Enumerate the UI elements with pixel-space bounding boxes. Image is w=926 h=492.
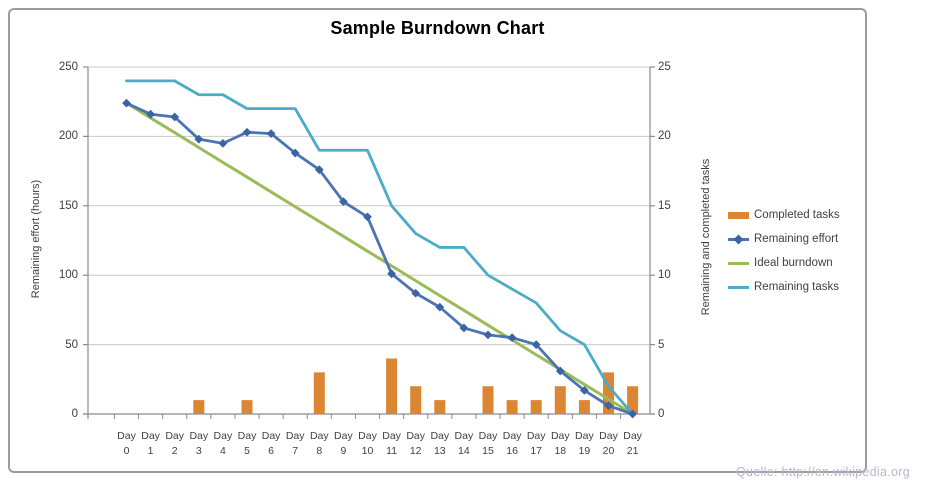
y-axis-left-title: Remaining effort (hours) <box>30 179 42 299</box>
x-axis-label: Day 17 <box>526 430 546 457</box>
y-axis-left-tick-label: 0 <box>71 408 78 420</box>
remaining-effort-marker <box>339 197 348 207</box>
remaining-effort-marker <box>290 148 300 158</box>
x-axis-label: Day 16 <box>502 430 522 457</box>
x-axis-label: Day 4 <box>213 430 233 457</box>
legend-swatch-remaining-effort <box>728 234 749 245</box>
x-axis-label: Day 20 <box>599 430 618 457</box>
legend-label: Remaining tasks <box>754 281 840 293</box>
x-axis-label: Day 2 <box>165 430 185 457</box>
remaining-effort-marker <box>580 386 589 395</box>
remaining-effort-marker <box>531 340 541 349</box>
completed-tasks-bar <box>434 400 446 414</box>
x-axis-label: Day 21 <box>623 430 642 457</box>
completed-tasks-bar <box>578 400 590 414</box>
x-axis-label: Day 6 <box>261 430 281 457</box>
completed-tasks-bar <box>627 386 639 414</box>
completed-tasks-bar <box>554 386 566 414</box>
remaining-effort-marker <box>604 401 613 411</box>
source-credit: Quelle: http://en.wikipedia.org <box>736 465 910 479</box>
remaining-effort-marker <box>555 366 565 376</box>
legend-label: Completed tasks <box>754 209 840 221</box>
completed-tasks-bar <box>410 386 422 414</box>
y-axis-left-tick-label: 50 <box>65 338 78 351</box>
legend-item-completed-tasks: Completed tasks <box>728 203 840 227</box>
y-axis-right-tick-label: 20 <box>658 130 671 143</box>
remaining-effort-marker <box>483 330 493 340</box>
remaining-effort-marker <box>507 333 517 343</box>
legend-swatch-completed-tasks <box>728 210 749 221</box>
completed-tasks-bar <box>482 386 494 414</box>
y-axis-left-tick-label: 200 <box>58 130 78 143</box>
x-axis-label: Day 11 <box>382 430 401 457</box>
y-axis-right-tick-label: 10 <box>658 269 671 282</box>
chart-title: Sample Burndown Chart <box>330 18 545 38</box>
completed-tasks-bar <box>530 400 542 414</box>
y-axis-right-tick-label: 0 <box>658 408 665 420</box>
x-axis-label: Day 3 <box>189 430 209 457</box>
y-axis-right-tick-label: 25 <box>658 61 671 73</box>
legend-swatch-ideal-burndown <box>728 258 749 269</box>
remaining-effort-marker <box>628 409 637 419</box>
completed-tasks-bar <box>386 358 398 414</box>
x-axis-label: Day 1 <box>141 430 160 457</box>
remaining-effort-marker <box>266 129 276 139</box>
x-axis-label: Day 8 <box>309 430 329 457</box>
completed-tasks-bar <box>506 400 518 414</box>
remaining-effort-marker <box>314 165 324 175</box>
chart-frame <box>8 8 867 473</box>
remaining-effort-marker <box>387 269 396 279</box>
y-axis-right-title: Remaining and completed tasks <box>700 158 712 316</box>
x-axis-label: Day 14 <box>454 430 474 457</box>
remaining-effort-marker <box>122 98 131 108</box>
x-axis-label: Day 12 <box>406 430 426 457</box>
remaining-effort-marker <box>242 127 252 137</box>
chart-legend: Completed tasks Remaining effort Ideal bur… <box>728 203 840 299</box>
remaining-effort-marker <box>459 323 469 333</box>
x-axis-label: Day 5 <box>237 430 257 457</box>
remaining-effort-marker <box>170 112 180 122</box>
x-axis-label: Day 0 <box>117 430 136 457</box>
y-axis-right-tick-label: 15 <box>658 199 671 212</box>
completed-tasks-bar <box>313 372 325 414</box>
x-axis-label: Day 10 <box>358 430 377 457</box>
x-axis-label: Day 7 <box>285 430 305 457</box>
remaining-effort-marker <box>146 109 155 119</box>
y-axis-left-tick-label: 250 <box>58 61 78 73</box>
remaining-effort-line <box>125 101 634 416</box>
x-axis-label: Day 9 <box>334 430 353 457</box>
legend-swatch-remaining-tasks <box>728 282 749 293</box>
remaining-tasks-line <box>125 79 634 416</box>
legend-item-remaining-tasks: Remaining tasks <box>728 275 840 299</box>
x-axis-label: Day 18 <box>550 430 570 457</box>
remaining-effort-marker <box>218 138 228 148</box>
remaining-effort-marker <box>194 134 204 144</box>
completed-tasks-bar <box>241 400 253 414</box>
y-axis-left-tick-label: 150 <box>58 199 78 212</box>
completed-tasks-bar <box>603 372 614 414</box>
x-axis-label: Day 19 <box>575 430 594 457</box>
legend-item-ideal-burndown: Ideal burndown <box>728 251 840 275</box>
remaining-effort-marker <box>435 302 445 312</box>
remaining-effort-marker <box>411 288 421 298</box>
ideal-burndown-line <box>125 101 635 416</box>
x-axis-label: Day 13 <box>430 430 450 457</box>
legend-item-remaining-effort: Remaining effort <box>728 227 840 251</box>
completed-tasks-bar <box>193 400 205 414</box>
y-axis-right-tick-label: 5 <box>658 338 665 351</box>
legend-label: Ideal burndown <box>754 257 833 269</box>
x-axis-label: Day 15 <box>478 430 498 457</box>
legend-label: Remaining effort <box>754 233 839 245</box>
y-axis-left-tick-label: 100 <box>58 269 78 282</box>
remaining-effort-marker <box>363 212 372 222</box>
